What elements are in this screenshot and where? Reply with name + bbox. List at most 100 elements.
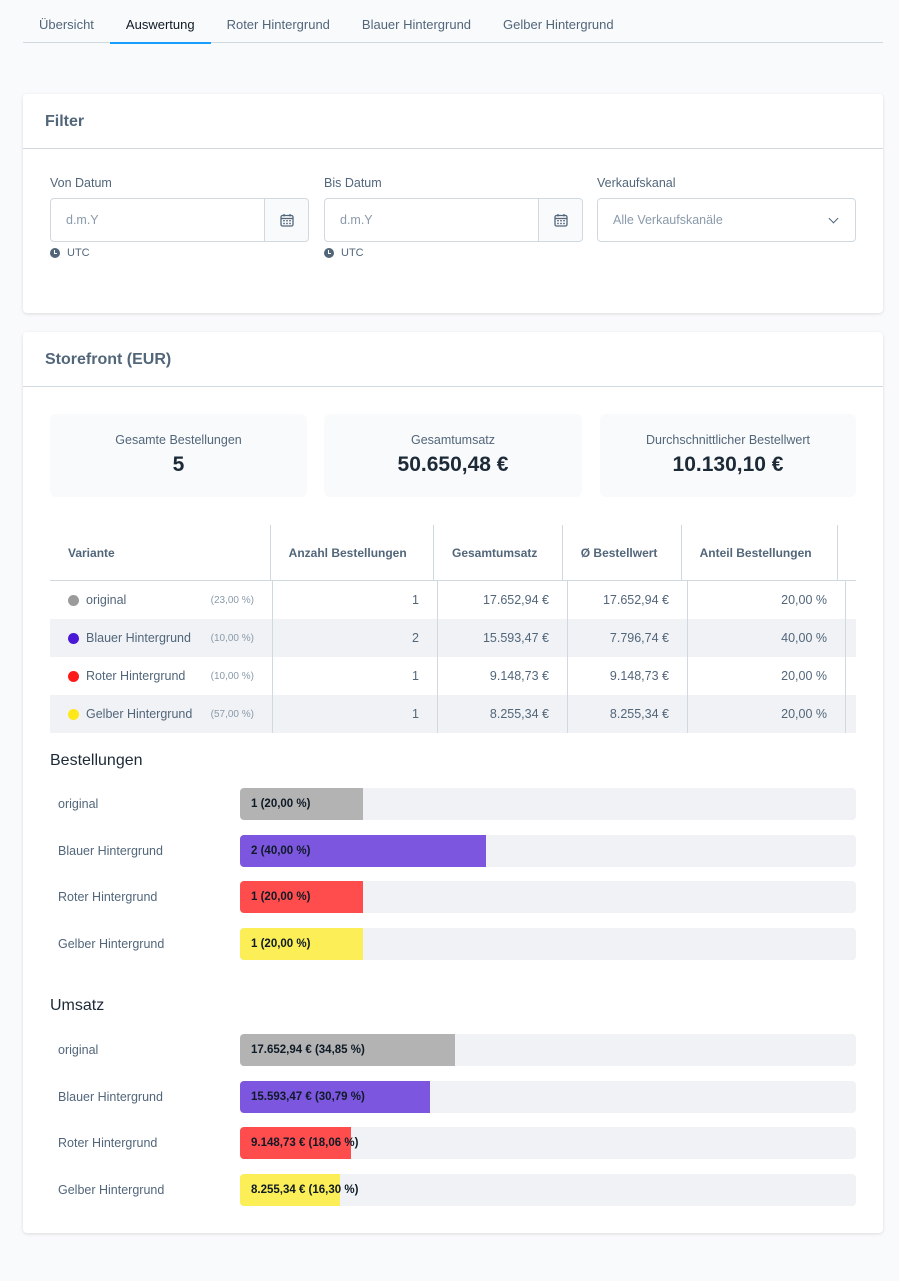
revenue-chart-title: Umsatz [50,997,105,1014]
column-header-orders[interactable]: Anzahl Bestellungen [271,525,434,580]
sales-channel-value[interactable]: Alle Verkaufskanäle [613,213,723,227]
variant-cell: Gelber Hintergrund (57,00 %) [50,695,273,733]
bar-label: Roter Hintergrund [58,890,158,904]
order-share-cell: 20,00 % [688,695,846,733]
orders-chart-title: Bestellungen [50,752,143,769]
column-header-avg-order[interactable]: Ø Bestellwert [563,525,682,580]
stat-label: Gesamte Bestellungen [115,433,242,447]
avg-order-cell: 17.652,94 € [568,581,688,619]
sales-channel-select[interactable]: Alle Verkaufskanäle [597,198,856,242]
bar-track: 1 (20,00 %) [240,788,856,820]
orders-cell: 1 [273,581,438,619]
from-date-placeholder[interactable]: d.m.Y [66,213,99,227]
storefront-title: Storefront (EUR) [23,332,883,387]
order-share-cell: 20,00 % [688,581,846,619]
bar-fill [240,1080,430,1113]
to-date-field: Bis Datum d.m.Y UTC [324,176,583,259]
variant-name: original [86,593,127,607]
stat-label: Gesamtumsatz [410,433,496,447]
tab-blauer-hintergrund[interactable]: Blauer Hintergrund [361,17,472,32]
tab-uebersicht[interactable]: Übersicht [39,17,94,32]
stat-value: 50.650,48 € [397,453,509,476]
tab-roter-hintergrund[interactable]: Roter Hintergrund [226,17,330,32]
to-date-input[interactable]: d.m.Y [324,198,583,242]
bar-row: Roter Hintergrund 1 (20,00 %) [50,881,856,913]
bar-track: 1 (20,00 %) [240,927,856,960]
bar-value-label: 1 (20,00 %) [251,798,311,810]
from-date-field: Von Datum d.m.Y UTC [50,176,309,259]
sales-channel-field: Verkaufskanal Alle Verkaufskanäle [597,176,856,242]
bar-track: 15.593,47 € (30,79 %) [240,1080,856,1113]
bar-track: 9.148,73 € (18,06 %) [240,1127,856,1159]
table-row: Gelber Hintergrund (57,00 %) 1 8.255,34 €8.… [50,695,856,733]
revenue-cell: 15.593,47 € [438,619,568,657]
variant-cell: Roter Hintergrund (10,00 %) [50,657,273,695]
bar-fill [240,1173,340,1206]
revenue-cell: 9.148,73 € [438,657,568,695]
overflow-cell [846,581,856,619]
bar-row: Roter Hintergrund 9.148,73 € (18,06 %) [50,1127,856,1159]
bar-track: 2 (40,00 %) [240,834,856,867]
table-row: Roter Hintergrund (10,00 %) 1 9.148,73 €9.1… [50,657,856,695]
sales-channel-label: Verkaufskanal [597,176,676,190]
bar-track: 1 (20,00 %) [240,881,856,913]
bar-value-label: 2 (40,00 %) [251,844,311,857]
variant-traffic-share: (10,00 %) [210,632,254,644]
variant-traffic-share: (10,00 %) [210,670,254,682]
from-timezone: UTC [50,247,309,259]
column-header-variant[interactable]: Variante [50,525,271,580]
bar-fill [240,1127,351,1159]
clock-icon [324,248,334,258]
to-timezone: UTC [324,247,583,259]
tab-auswertung[interactable]: Auswertung [109,0,211,44]
tab-gelber-hintergrund[interactable]: Gelber Hintergrund [503,17,614,32]
table-header: Variante Anzahl Bestellungen Gesamtumsat… [50,525,856,581]
bar-label: Blauer Hintergrund [58,1089,163,1104]
column-header-order-share[interactable]: Anteil Bestellungen [682,525,838,580]
bar-fill [240,1034,455,1066]
avg-order-cell: 9.148,73 € [568,657,688,695]
variant-color-dot [68,632,79,644]
bar-track: 8.255,34 € (16,30 %) [240,1173,856,1206]
bar-value-label: 1 (20,00 %) [251,937,311,950]
bar-row: Blauer Hintergrund 2 (40,00 %) [50,834,856,867]
table-row: original (23,00 %) 1 17.652,94 €17.652,94 €… [50,581,856,619]
to-date-placeholder[interactable]: d.m.Y [340,213,373,227]
bar-label: Roter Hintergrund [58,1136,158,1150]
bar-row: Blauer Hintergrund 15.593,47 € (30,79 %) [50,1080,856,1113]
bar-value-label: 8.255,34 € (16,30 %) [251,1183,359,1196]
variant-name: Gelber Hintergrund [86,707,193,721]
orders-cell: 2 [273,619,438,657]
bar-fill [240,881,363,913]
calendar-icon[interactable] [264,199,308,241]
bar-value-label: 1 (20,00 %) [251,891,311,903]
variant-color-dot [68,594,79,606]
variant-name: Blauer Hintergrund [86,631,191,645]
variant-traffic-share: (23,00 %) [210,594,254,606]
bar-label: original [58,797,99,811]
variants-table: Variante Anzahl Bestellungen Gesamtumsat… [50,525,856,733]
table-row: Blauer Hintergrund (10,00 %) 2 15.593,47 €7… [50,619,856,657]
from-date-input[interactable]: d.m.Y [50,198,309,242]
tab-bar: Übersicht Auswertung Roter Hintergrund B… [23,0,883,44]
column-header-overflow [838,525,856,580]
variant-color-dot [68,670,79,682]
to-date-label: Bis Datum [324,176,382,190]
calendar-icon[interactable] [538,199,582,241]
overflow-cell [846,619,856,657]
bar-track: 17.652,94 € (34,85 %) [240,1034,856,1066]
bar-value-label: 15.593,47 € (30,79 %) [251,1090,365,1103]
overflow-cell [846,657,856,695]
overflow-cell [846,695,856,733]
bar-label: original [58,1043,99,1057]
filter-title: Filter [23,94,883,149]
bar-row: original 17.652,94 € (34,85 %) [50,1034,856,1066]
stat-total-revenue: Gesamtumsatz 50.650,48 € [324,414,582,497]
column-header-revenue[interactable]: Gesamtumsatz [434,525,563,580]
orders-cell: 1 [273,657,438,695]
avg-order-cell: 7.796,74 € [568,619,688,657]
bar-value-label: 17.652,94 € (34,85 %) [251,1044,365,1056]
bar-fill [240,927,363,960]
stat-average-order-value: Durchschnittlicher Bestellwert 10.130,10… [600,414,856,497]
variant-color-dot [68,708,79,720]
